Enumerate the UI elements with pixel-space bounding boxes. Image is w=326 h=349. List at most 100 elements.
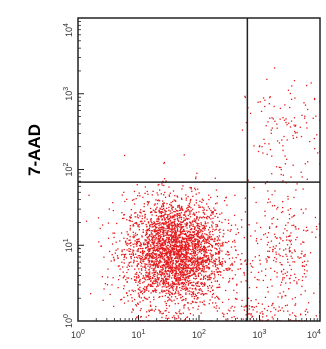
data-point — [309, 140, 311, 143]
data-point — [243, 271, 245, 274]
data-point — [178, 281, 180, 284]
data-point — [259, 101, 261, 103]
data-point — [176, 257, 178, 259]
data-point — [146, 201, 149, 203]
data-point — [150, 305, 152, 308]
data-point — [276, 127, 278, 129]
data-point — [282, 180, 284, 182]
data-point — [136, 183, 138, 186]
data-point — [177, 259, 179, 261]
data-point — [146, 218, 148, 220]
data-point — [204, 251, 206, 253]
data-point — [185, 266, 188, 268]
data-point — [286, 244, 289, 246]
data-point — [163, 240, 166, 242]
data-point — [176, 287, 178, 289]
data-point — [314, 236, 317, 238]
data-point — [183, 287, 186, 290]
data-point — [196, 232, 198, 235]
data-point — [172, 293, 174, 296]
data-point — [152, 282, 155, 285]
data-point — [164, 218, 166, 221]
data-point — [178, 284, 181, 286]
data-point — [243, 309, 246, 311]
data-point — [214, 276, 216, 278]
data-point — [170, 257, 172, 259]
data-point — [195, 246, 197, 249]
data-point — [201, 201, 203, 204]
data-point — [153, 263, 155, 265]
data-point — [236, 317, 238, 320]
data-point — [167, 220, 170, 223]
data-point — [200, 263, 203, 265]
data-point — [154, 263, 157, 266]
data-point — [207, 246, 209, 248]
data-point — [306, 127, 308, 129]
data-point — [218, 298, 220, 300]
data-point — [264, 233, 267, 235]
data-point — [151, 238, 153, 241]
data-point — [210, 238, 213, 240]
data-point — [291, 224, 293, 227]
data-point — [174, 292, 177, 294]
data-point — [280, 284, 282, 286]
data-point — [156, 285, 158, 288]
data-point — [245, 280, 247, 282]
data-point — [154, 288, 156, 290]
data-point — [174, 234, 177, 236]
data-point — [151, 214, 153, 216]
data-point — [157, 237, 159, 240]
data-point — [203, 283, 205, 285]
data-point — [133, 234, 135, 236]
data-point — [156, 257, 158, 259]
data-point — [185, 265, 187, 267]
data-point — [282, 206, 284, 209]
data-point — [199, 206, 202, 208]
data-point — [222, 241, 224, 244]
data-point — [147, 285, 149, 287]
data-point — [195, 243, 198, 245]
data-point — [137, 214, 139, 216]
data-point — [271, 285, 273, 287]
data-point — [164, 252, 166, 254]
data-point — [171, 200, 174, 203]
data-point — [290, 98, 293, 100]
data-point — [164, 269, 167, 271]
data-point — [129, 215, 131, 218]
data-point — [215, 226, 217, 228]
data-point — [184, 223, 186, 225]
data-point — [315, 225, 318, 228]
data-point — [169, 284, 171, 286]
data-point — [156, 258, 158, 261]
data-point — [155, 282, 157, 284]
data-point — [165, 180, 167, 182]
data-point — [172, 250, 175, 252]
data-point — [180, 259, 183, 262]
data-point — [170, 299, 172, 301]
data-point — [198, 267, 201, 269]
data-point — [255, 299, 257, 301]
data-point — [128, 265, 131, 267]
data-point — [166, 227, 169, 229]
data-point — [184, 258, 186, 261]
data-point — [247, 297, 250, 299]
data-point — [211, 221, 213, 223]
data-point — [208, 215, 210, 218]
data-point — [141, 252, 144, 255]
data-point — [165, 253, 167, 255]
data-point — [160, 215, 162, 217]
data-point — [168, 250, 171, 253]
data-point — [138, 244, 141, 247]
data-point — [166, 225, 169, 228]
data-point — [172, 266, 174, 268]
data-point — [161, 316, 163, 319]
data-point — [144, 269, 147, 271]
data-point — [203, 266, 205, 268]
data-point — [179, 254, 182, 257]
data-point — [152, 241, 155, 243]
data-point — [269, 227, 271, 230]
data-point — [173, 283, 176, 285]
data-point — [157, 245, 159, 247]
data-point — [147, 265, 149, 267]
